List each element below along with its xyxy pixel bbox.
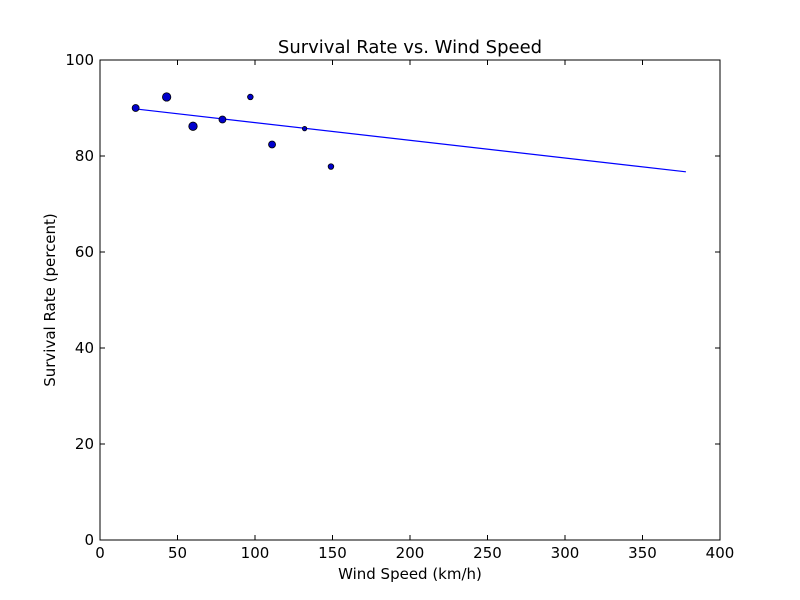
chart-title: Survival Rate vs. Wind Speed xyxy=(278,37,542,58)
y-axis-label: Survival Rate (percent) xyxy=(41,213,59,387)
scatter-point-1 xyxy=(131,104,140,112)
y-tick-label: 100 xyxy=(65,51,94,69)
scatter-point-4 xyxy=(218,115,227,124)
scatter-point-8 xyxy=(327,163,335,170)
y-tick-label: 0 xyxy=(84,531,94,549)
x-tick-label: 400 xyxy=(706,544,735,562)
x-tick-label: 150 xyxy=(318,544,347,562)
y-tick-label: 60 xyxy=(75,243,94,261)
scatter-point-3 xyxy=(188,121,198,131)
y-axis-ticks: 0 20 40 60 80 100 xyxy=(65,51,720,549)
x-tick-label: 300 xyxy=(551,544,580,562)
trend-line xyxy=(135,108,686,173)
scatter-point-6 xyxy=(268,140,276,149)
axes-frame xyxy=(99,59,721,541)
x-tick-label: 250 xyxy=(473,544,502,562)
x-tick-label: 50 xyxy=(168,544,187,562)
x-tick-label: 200 xyxy=(396,544,425,562)
x-tick-label: 100 xyxy=(241,544,270,562)
y-tick-label: 20 xyxy=(75,435,94,453)
x-tick-label: 0 xyxy=(95,544,105,562)
x-tick-label: 350 xyxy=(628,544,657,562)
scatter-point-2 xyxy=(162,92,172,102)
x-axis-label: Wind Speed (km/h) xyxy=(338,565,482,583)
scatter-point-7 xyxy=(301,126,308,132)
y-tick-label: 80 xyxy=(75,147,94,165)
x-axis-ticks: 0 50 100 150 200 250 300 350 400 xyxy=(95,60,734,562)
plot-area xyxy=(131,92,686,173)
y-tick-label: 40 xyxy=(75,339,94,357)
scatter-point-5 xyxy=(247,93,254,101)
